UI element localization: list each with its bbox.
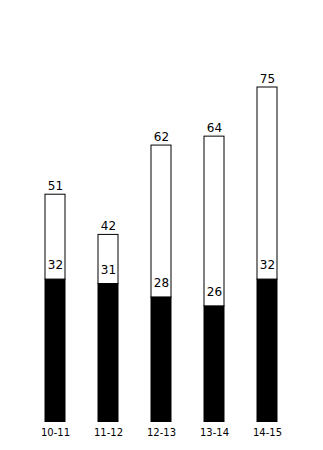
svg-text:10-11: 10-11	[41, 427, 70, 438]
svg-text:14-15: 14-15	[253, 427, 282, 438]
svg-text:64: 64	[207, 121, 222, 135]
svg-text:31: 31	[101, 263, 116, 277]
svg-text:32: 32	[48, 258, 63, 272]
svg-text:32: 32	[260, 258, 275, 272]
svg-text:11-12: 11-12	[94, 427, 123, 438]
svg-text:62: 62	[154, 130, 169, 144]
svg-text:51: 51	[48, 179, 63, 193]
svg-text:42: 42	[101, 219, 116, 233]
svg-text:26: 26	[207, 285, 222, 299]
svg-text:12-13: 12-13	[147, 427, 176, 438]
svg-text:13-14: 13-14	[200, 427, 229, 438]
svg-text:28: 28	[154, 276, 169, 290]
svg-text:75: 75	[260, 72, 275, 86]
